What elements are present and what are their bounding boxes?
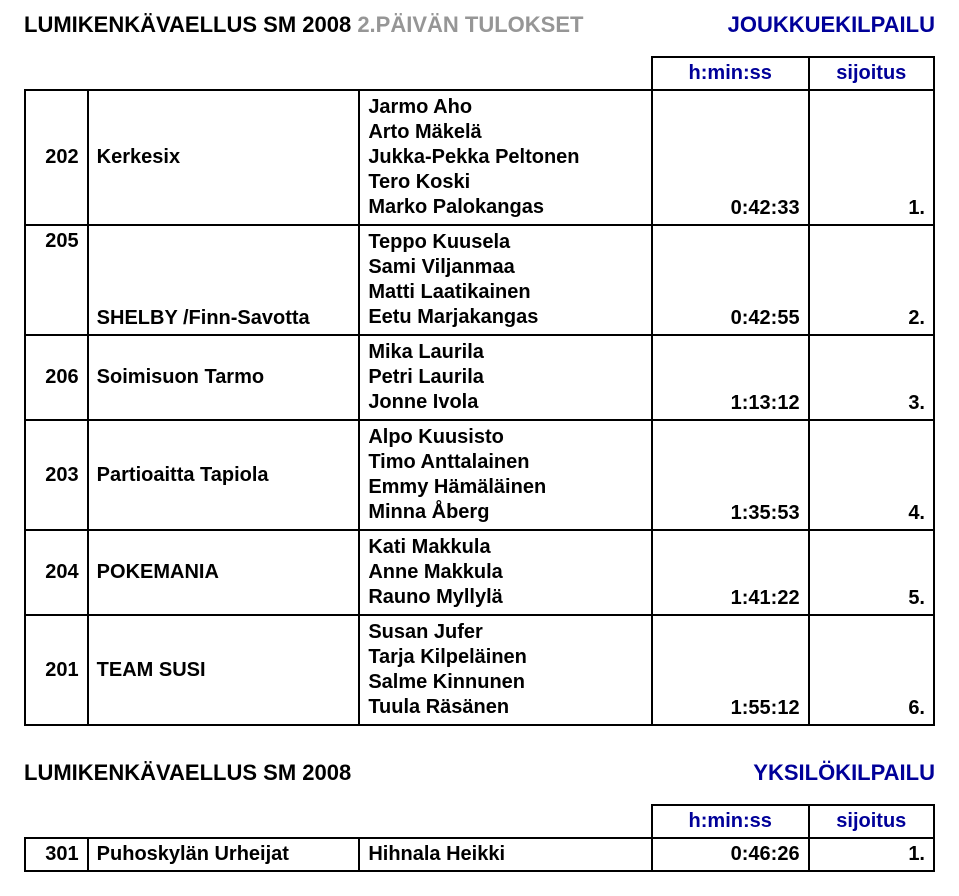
table-row: 205SHELBY /Finn-SavottaTeppo KuuselaSami…	[25, 225, 934, 335]
member-name: Matti Laatikainen	[368, 280, 643, 305]
member-name: Anne Makkula	[368, 560, 643, 585]
member-name: Rauno Myllylä	[368, 585, 643, 610]
team-name: Soimisuon Tarmo	[88, 335, 360, 420]
table-row: 203Partioaitta TapiolaAlpo KuusistoTimo …	[25, 420, 934, 530]
title-sub: 2.PÄIVÄN TULOKSET	[351, 12, 583, 37]
team-rank: 4.	[809, 420, 934, 530]
member-name: Salme Kinnunen	[368, 670, 643, 695]
team-time: 1:13:12	[652, 335, 809, 420]
member-name: Tero Koski	[368, 170, 643, 195]
team-number: 204	[25, 530, 88, 615]
member-name: Jukka-Pekka Peltonen	[368, 145, 643, 170]
sub-header-right: YKSILÖKILPAILU	[753, 760, 935, 786]
team-name: TEAM SUSI	[88, 615, 360, 725]
team-table-header-row: h:min:ss sijoitus	[25, 57, 934, 90]
member-name: Emmy Hämäläinen	[368, 475, 643, 500]
team-members: Jarmo AhoArto MäkeläJukka-Pekka Peltonen…	[359, 90, 652, 225]
table-row: 201TEAM SUSISusan JuferTarja Kilpeläinen…	[25, 615, 934, 725]
sub-header: LUMIKENKÄVAELLUS SM 2008 YKSILÖKILPAILU	[24, 760, 935, 786]
team-number: 202	[25, 90, 88, 225]
single-results-table: h:min:ss sijoitus 301Puhoskylän Urheijat…	[24, 804, 935, 872]
col-time-header: h:min:ss	[652, 805, 809, 838]
team-members: Alpo KuusistoTimo AnttalainenEmmy Hämälä…	[359, 420, 652, 530]
team-name: SHELBY /Finn-Savotta	[88, 225, 360, 335]
sub-header-left: LUMIKENKÄVAELLUS SM 2008	[24, 760, 351, 786]
entry-time: 0:46:26	[652, 838, 809, 871]
header-left: LUMIKENKÄVAELLUS SM 2008 2.PÄIVÄN TULOKS…	[24, 12, 583, 38]
col-rank-header: sijoitus	[809, 57, 934, 90]
team-rank: 2.	[809, 225, 934, 335]
member-name: Mika Laurila	[368, 340, 643, 365]
member-name: Tarja Kilpeläinen	[368, 645, 643, 670]
title-main: LUMIKENKÄVAELLUS SM 2008	[24, 12, 351, 37]
athlete-name: Hihnala Heikki	[359, 838, 652, 871]
member-name: Teppo Kuusela	[368, 230, 643, 255]
team-name: Kerkesix	[88, 90, 360, 225]
table-row: 204POKEMANIAKati MakkulaAnne MakkulaRaun…	[25, 530, 934, 615]
header-empty	[25, 805, 652, 838]
team-rank: 5.	[809, 530, 934, 615]
member-name: Alpo Kuusisto	[368, 425, 643, 450]
header-right: JOUKKUEKILPAILU	[728, 12, 935, 38]
member-name: Tuula Räsänen	[368, 695, 643, 720]
team-time: 1:41:22	[652, 530, 809, 615]
table-row: 301Puhoskylän UrheijatHihnala Heikki0:46…	[25, 838, 934, 871]
table-row: 202KerkesixJarmo AhoArto MäkeläJukka-Pek…	[25, 90, 934, 225]
team-rank: 6.	[809, 615, 934, 725]
team-members: Kati MakkulaAnne MakkulaRauno Myllylä	[359, 530, 652, 615]
entry-number: 301	[25, 838, 88, 871]
member-name: Minna Åberg	[368, 500, 643, 525]
member-name: Sami Viljanmaa	[368, 255, 643, 280]
member-name: Jarmo Aho	[368, 95, 643, 120]
member-name: Kati Makkula	[368, 535, 643, 560]
member-name: Jonne Ivola	[368, 390, 643, 415]
team-time: 1:35:53	[652, 420, 809, 530]
member-name: Eetu Marjakangas	[368, 305, 643, 330]
page-header: LUMIKENKÄVAELLUS SM 2008 2.PÄIVÄN TULOKS…	[24, 12, 935, 38]
team-time: 0:42:33	[652, 90, 809, 225]
member-name: Susan Jufer	[368, 620, 643, 645]
team-rank: 3.	[809, 335, 934, 420]
col-rank-header: sijoitus	[809, 805, 934, 838]
team-name: Partioaitta Tapiola	[88, 420, 360, 530]
team-members: Susan JuferTarja KilpeläinenSalme Kinnun…	[359, 615, 652, 725]
member-name: Timo Anttalainen	[368, 450, 643, 475]
team-time: 1:55:12	[652, 615, 809, 725]
team-members: Teppo KuuselaSami ViljanmaaMatti Laatika…	[359, 225, 652, 335]
team-time: 0:42:55	[652, 225, 809, 335]
single-table-header-row: h:min:ss sijoitus	[25, 805, 934, 838]
entry-rank: 1.	[809, 838, 934, 871]
team-number: 201	[25, 615, 88, 725]
member-name: Arto Mäkelä	[368, 120, 643, 145]
col-time-header: h:min:ss	[652, 57, 809, 90]
team-rank: 1.	[809, 90, 934, 225]
team-results-table: h:min:ss sijoitus 202KerkesixJarmo AhoAr…	[24, 56, 935, 726]
team-number: 206	[25, 335, 88, 420]
page: LUMIKENKÄVAELLUS SM 2008 2.PÄIVÄN TULOKS…	[0, 0, 959, 896]
team-number: 205	[25, 225, 88, 335]
team-number: 203	[25, 420, 88, 530]
header-empty	[25, 57, 652, 90]
team-name: POKEMANIA	[88, 530, 360, 615]
member-name: Petri Laurila	[368, 365, 643, 390]
team-members: Mika LaurilaPetri LaurilaJonne Ivola	[359, 335, 652, 420]
club-name: Puhoskylän Urheijat	[88, 838, 360, 871]
table-row: 206Soimisuon TarmoMika LaurilaPetri Laur…	[25, 335, 934, 420]
member-name: Marko Palokangas	[368, 195, 643, 220]
